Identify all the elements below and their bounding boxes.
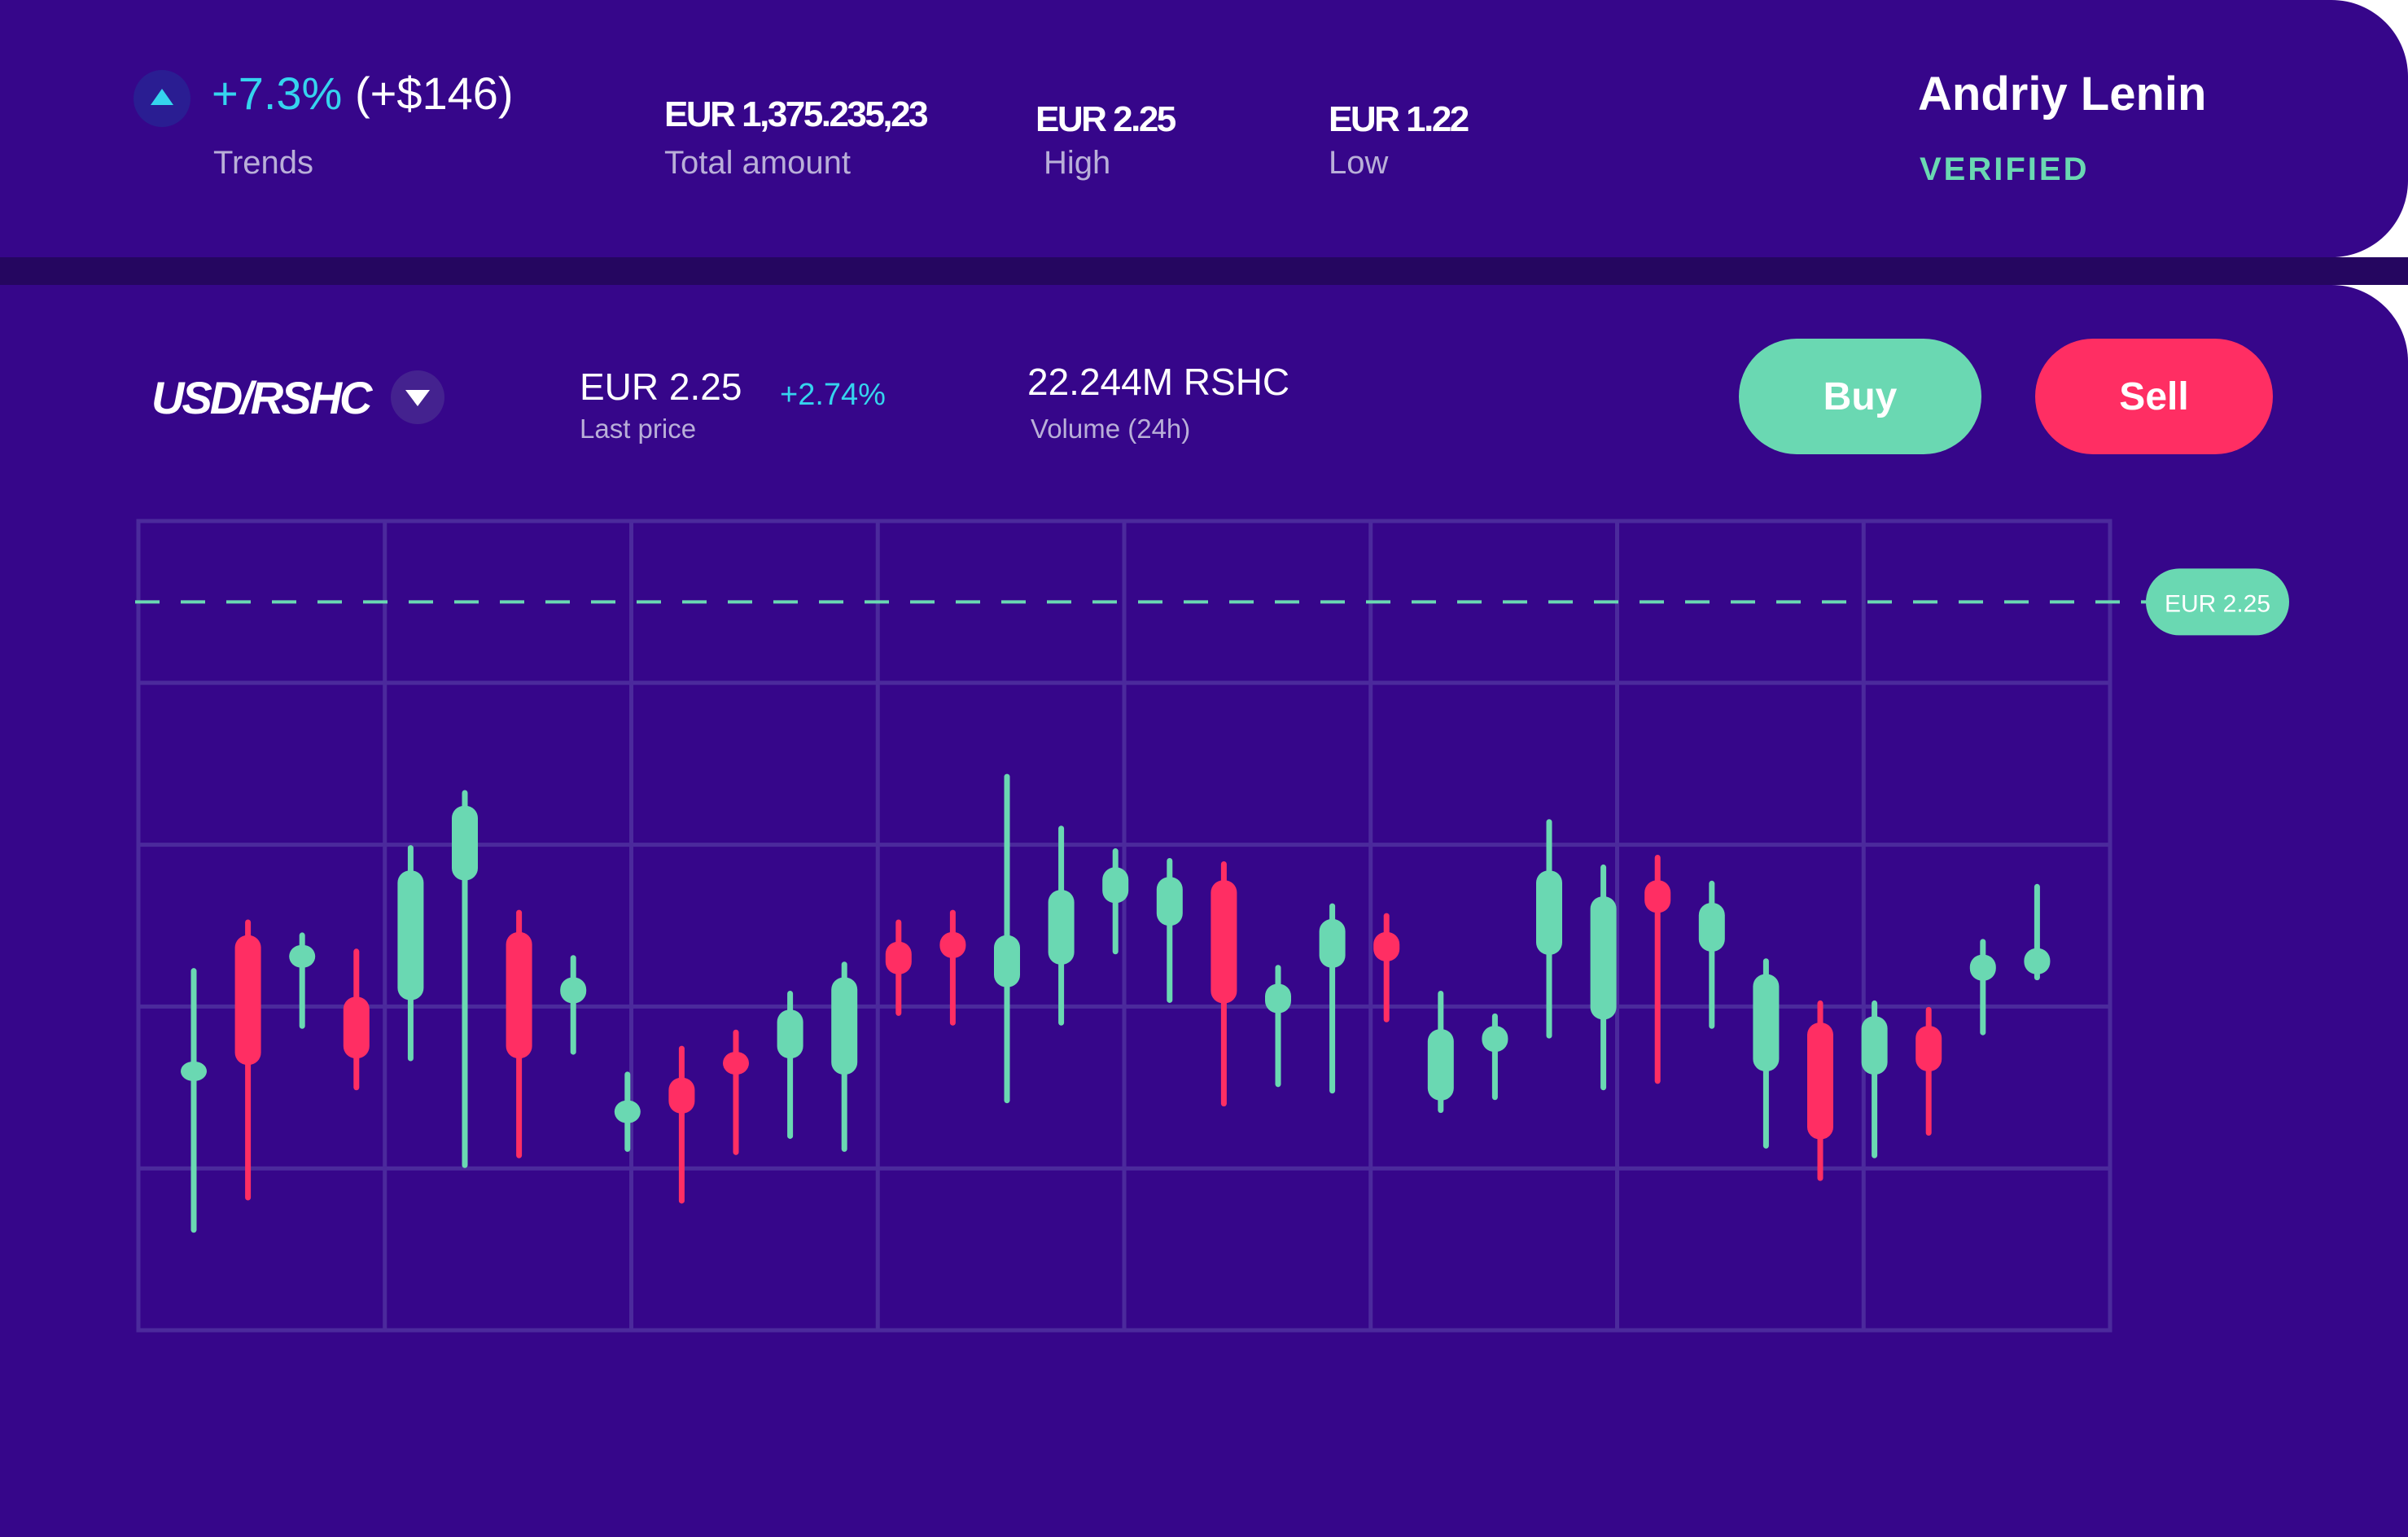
low-value: EUR 1.22 — [1329, 99, 1469, 139]
candle-body — [1590, 896, 1617, 1020]
candle-body — [1156, 877, 1183, 926]
price-change: +2.74% — [780, 378, 886, 412]
candle-body — [452, 805, 478, 881]
candle-body — [1753, 974, 1780, 1071]
volume-value: 22.244M RSHC — [1027, 361, 1290, 403]
low-label: Low — [1329, 145, 1389, 181]
candle-body — [1861, 1016, 1888, 1075]
candle-body — [1969, 954, 1996, 981]
buy-button[interactable]: Buy — [1739, 339, 1981, 454]
panel-separator — [0, 257, 2408, 285]
sell-button[interactable]: Sell — [2035, 339, 2273, 454]
pair-dropdown-button[interactable] — [391, 370, 444, 424]
candle-body — [1102, 867, 1129, 904]
candle-body — [1915, 1026, 1942, 1071]
candle-body — [1265, 983, 1291, 1014]
high-label: High — [1044, 145, 1111, 181]
total-amount-value: EUR 1,375.235,23 — [664, 94, 929, 134]
price-tag — [2146, 568, 2289, 636]
candle-body — [1536, 870, 1562, 955]
trend-percent: +7.3% — [212, 68, 343, 119]
candle-body — [1807, 1022, 1833, 1140]
triangle-up-icon — [151, 89, 173, 105]
volume-label: Volume (24h) — [1031, 414, 1191, 444]
candle-body — [234, 935, 261, 1065]
high-value: EUR 2.25 — [1035, 99, 1176, 139]
total-amount-label: Total amount — [664, 145, 852, 181]
last-price-value: EUR 2.25 — [580, 366, 742, 408]
candle-body — [1482, 1026, 1508, 1053]
candle-body — [2024, 948, 2051, 974]
chevron-down-icon — [405, 390, 430, 406]
candle-body — [560, 977, 587, 1004]
candle-body — [1048, 890, 1075, 965]
summary-panel — [0, 0, 2408, 257]
candle-body — [397, 870, 424, 1001]
user-name: Andriy Lenin — [1918, 68, 2207, 120]
candle-body — [1319, 919, 1346, 968]
candle-body — [777, 1009, 803, 1059]
candle-body — [1644, 880, 1671, 913]
verified-badge: VERIFIED — [1920, 151, 2090, 187]
candle-body — [1211, 880, 1237, 1004]
candle-body — [1427, 1029, 1454, 1101]
last-price-label: Last price — [580, 414, 697, 444]
candle-body — [668, 1077, 695, 1114]
candle-body — [723, 1052, 749, 1075]
candle-body — [289, 944, 316, 968]
candle-body — [181, 1061, 207, 1081]
trend-amount: (+$146) — [355, 68, 514, 119]
trend-toggle-button[interactable] — [134, 70, 190, 127]
candle-body — [885, 941, 912, 974]
price-tag-label: EUR 2.25 — [2165, 590, 2270, 617]
candle-body — [1698, 903, 1725, 952]
candle-body — [343, 996, 370, 1059]
candle-body — [614, 1100, 641, 1123]
candle-body — [1373, 931, 1400, 961]
pair-selector-label[interactable]: USD/RSHC — [151, 372, 372, 423]
candle-body — [506, 931, 532, 1059]
candle-body — [939, 931, 966, 958]
candle-body — [994, 935, 1020, 987]
candle-body — [831, 977, 858, 1075]
trend-label: Trends — [213, 145, 314, 181]
